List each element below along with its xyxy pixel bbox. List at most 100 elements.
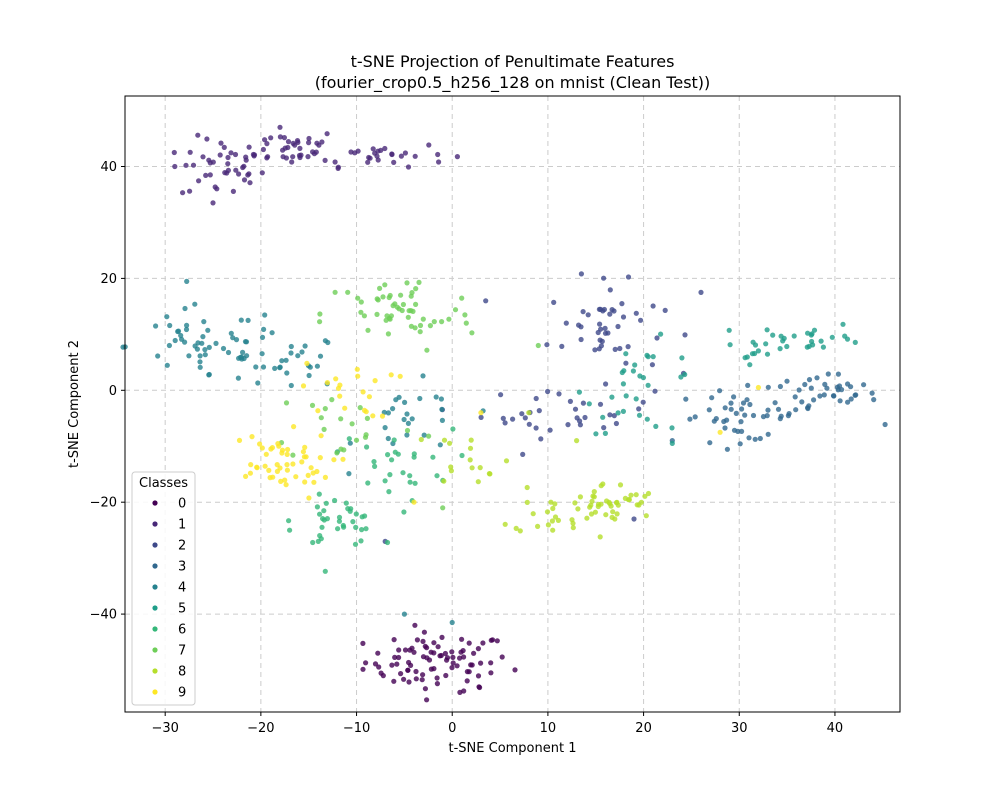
data-point-class-0: [389, 662, 395, 668]
data-point-class-3: [848, 384, 854, 390]
data-point-class-1: [389, 151, 395, 158]
data-point-class-1: [241, 163, 247, 169]
data-point-class-1: [187, 149, 193, 155]
data-point-class-8: [614, 499, 620, 505]
data-point-class-4: [385, 435, 391, 442]
data-point-class-8: [552, 501, 558, 507]
data-point-class-2: [580, 309, 586, 315]
data-point-class-0: [421, 629, 427, 635]
data-point-class-7: [469, 330, 475, 336]
data-point-class-1: [200, 154, 206, 160]
data-point-class-7: [365, 327, 371, 333]
data-point-class-0: [434, 675, 440, 681]
data-point-class-5: [636, 412, 643, 418]
data-point-class-8: [588, 502, 594, 508]
data-point-class-1: [298, 152, 304, 158]
data-point-class-6: [387, 472, 393, 478]
data-point-class-0: [394, 661, 400, 667]
data-point-class-9: [262, 463, 268, 469]
data-point-class-2: [585, 312, 591, 318]
data-point-class-9: [254, 464, 260, 470]
data-point-class-0: [478, 660, 484, 666]
data-point-class-2: [620, 314, 627, 320]
data-point-class-5: [645, 382, 651, 388]
data-point-class-0: [512, 667, 518, 673]
data-point-class-7: [409, 290, 415, 296]
data-point-class-5: [658, 331, 664, 337]
data-point-class-0: [464, 678, 470, 684]
data-point-class-8: [487, 471, 493, 477]
y-tick-label: −20: [90, 496, 117, 511]
data-point-class-4: [317, 353, 324, 359]
data-point-class-4: [449, 619, 455, 626]
data-point-class-5: [755, 348, 762, 354]
data-point-class-5: [810, 342, 816, 348]
data-point-class-1: [316, 142, 322, 148]
data-point-class-1: [310, 149, 316, 155]
data-point-class-1: [225, 154, 231, 161]
data-point-class-9: [337, 382, 343, 388]
plot-frame: [124, 95, 901, 713]
data-point-class-1: [246, 144, 252, 150]
data-point-class-7: [321, 426, 327, 432]
data-point-class-3: [777, 383, 784, 390]
data-point-class-7: [349, 421, 355, 427]
data-point-class-6: [371, 459, 377, 465]
data-point-class-0: [413, 676, 419, 682]
data-point-class-7: [384, 313, 390, 319]
data-point-class-9: [478, 410, 484, 416]
data-point-class-6: [382, 478, 388, 484]
data-point-class-4: [202, 352, 208, 358]
data-point-class-8: [588, 511, 595, 517]
data-point-class-9: [342, 405, 348, 411]
data-point-class-7: [431, 319, 437, 325]
data-point-class-3: [806, 377, 813, 383]
data-point-class-0: [420, 654, 427, 660]
data-point-class-0: [380, 673, 386, 679]
legend-marker-7: [152, 647, 158, 653]
data-point-class-8: [626, 497, 633, 503]
data-point-class-3: [778, 413, 784, 419]
data-point-class-0: [434, 681, 440, 687]
data-point-class-1: [365, 159, 371, 165]
data-point-class-9: [317, 455, 323, 461]
data-point-class-8: [570, 525, 576, 531]
data-point-class-9: [300, 383, 307, 389]
data-point-class-2: [607, 311, 613, 317]
data-point-class-7: [412, 325, 418, 331]
data-point-class-0: [461, 654, 467, 660]
data-point-class-4: [184, 278, 190, 284]
data-point-class-5: [784, 343, 790, 350]
data-point-class-1: [196, 178, 202, 184]
data-point-class-7: [345, 289, 351, 295]
data-point-class-4: [302, 343, 308, 349]
data-point-class-4: [194, 346, 200, 352]
data-point-class-7: [439, 319, 445, 325]
data-point-class-4: [153, 323, 159, 329]
data-point-class-9: [366, 394, 372, 400]
data-point-class-8: [441, 478, 447, 484]
data-point-class-9: [293, 474, 299, 480]
data-point-class-0: [488, 670, 494, 676]
data-point-class-4: [245, 317, 251, 323]
data-point-class-6: [336, 518, 342, 524]
data-point-class-2: [636, 406, 642, 412]
data-point-class-7: [420, 316, 426, 322]
data-point-class-9: [717, 429, 723, 435]
data-point-class-0: [471, 650, 477, 656]
data-point-class-4: [438, 396, 444, 402]
data-point-class-1: [367, 155, 373, 161]
data-point-class-4: [401, 416, 407, 423]
data-point-class-1: [230, 188, 236, 194]
data-point-class-4: [199, 340, 205, 346]
data-point-class-2: [601, 275, 607, 281]
data-point-class-9: [249, 434, 255, 440]
data-point-class-5: [764, 327, 770, 333]
data-point-class-3: [871, 397, 877, 403]
legend-label-6: 6: [178, 623, 186, 638]
data-point-class-0: [450, 654, 456, 661]
data-point-class-7: [318, 415, 324, 421]
data-point-class-8: [597, 534, 603, 540]
data-point-class-8: [604, 498, 610, 504]
